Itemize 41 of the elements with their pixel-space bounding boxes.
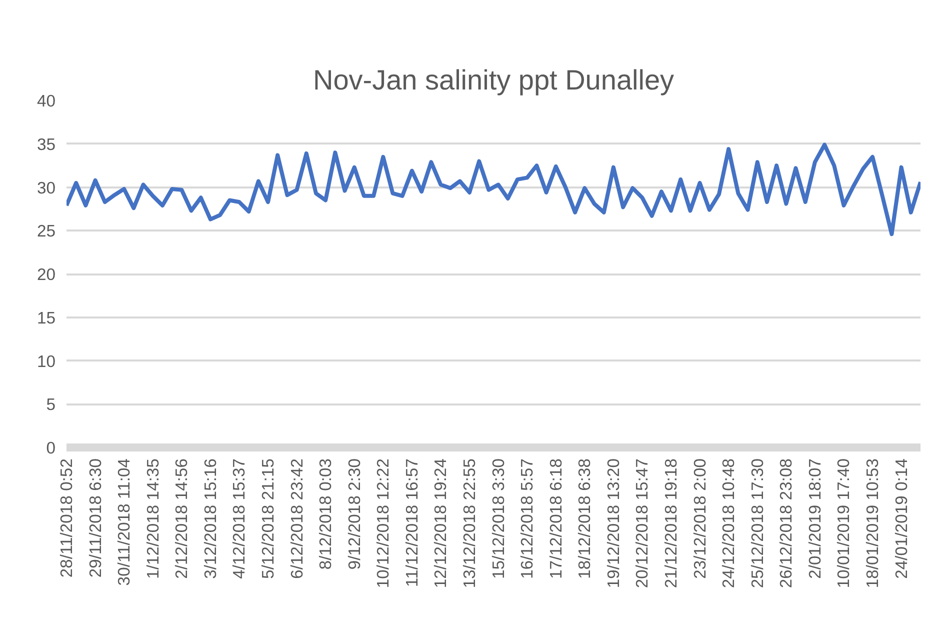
x-tick-label: 15/12/2018 3:30: [488, 458, 508, 579]
x-tick-label: 1/12/2018 14:35: [143, 458, 162, 579]
x-tick-label: 8/12/2018 0:03: [316, 458, 336, 570]
x-tick-label: 28/11/2018 0:52: [57, 458, 76, 578]
x-tick-label: 9/12/2018 2:30: [344, 458, 364, 570]
x-tick-label: 13/12/2018 22:55: [460, 458, 480, 588]
y-tick-label: 30: [36, 178, 56, 198]
y-tick-label: 35: [36, 134, 56, 154]
y-tick-label: 10: [36, 352, 56, 371]
x-tick-label: 5/12/2018 21:15: [258, 458, 278, 579]
x-tick-label: 11/12/2018 16:57: [402, 458, 422, 587]
x-tick-label: 16/12/2018 5:57: [518, 458, 537, 579]
x-tick-label: 24/01/2019 0:14: [892, 458, 911, 579]
x-tick-label: 26/12/2018 23:08: [776, 458, 796, 588]
x-tick-label: 24/12/2018 10:48: [719, 458, 738, 588]
x-tick-label: 10/01/2019 17:40: [834, 458, 854, 588]
x-tick-label: 30/11/2018 11:04: [114, 458, 134, 586]
x-tick-label: 25/12/2018 17:30: [748, 458, 767, 588]
chart-title: Nov-Jan salinity ppt Dunalley: [312, 64, 674, 96]
x-tick-label: 17/12/2018 6:18: [546, 458, 566, 579]
x-tick-label: 29/11/2018 6:30: [86, 458, 105, 578]
x-tick-label: 4/12/2018 15:37: [230, 458, 249, 579]
x-tick-label: 20/12/2018 15:47: [632, 458, 652, 588]
y-tick-label: 5: [46, 395, 56, 414]
y-tick-label: 15: [36, 308, 56, 328]
x-tick-label: 6/12/2018 23:42: [287, 458, 306, 579]
y-tick-label: 40: [36, 92, 56, 110]
x-tick-label: 23/12/2018 2:00: [690, 458, 710, 579]
x-tick-label: 21/12/2018 19:18: [662, 458, 681, 588]
x-tick-label: 18/01/2019 10:53: [863, 458, 882, 588]
x-tick-label: 2/12/2018 14:56: [172, 458, 192, 579]
x-tick-label: 2/01/2019 18:07: [805, 458, 824, 579]
line-series: [66, 142, 920, 236]
x-tick-label: 3/12/2018 15:16: [200, 458, 220, 579]
y-tick-label: 0: [46, 438, 56, 458]
x-tick-label: 12/12/2018 19:24: [431, 458, 450, 588]
x-tick-label: 19/12/2018 13:20: [604, 458, 623, 588]
x-tick-label: 10/12/2018 12:22: [374, 458, 393, 588]
y-tick-label: 25: [36, 222, 56, 241]
y-tick-label: 20: [36, 265, 56, 284]
x-tick-label: 18/12/2018 6:38: [575, 458, 594, 579]
